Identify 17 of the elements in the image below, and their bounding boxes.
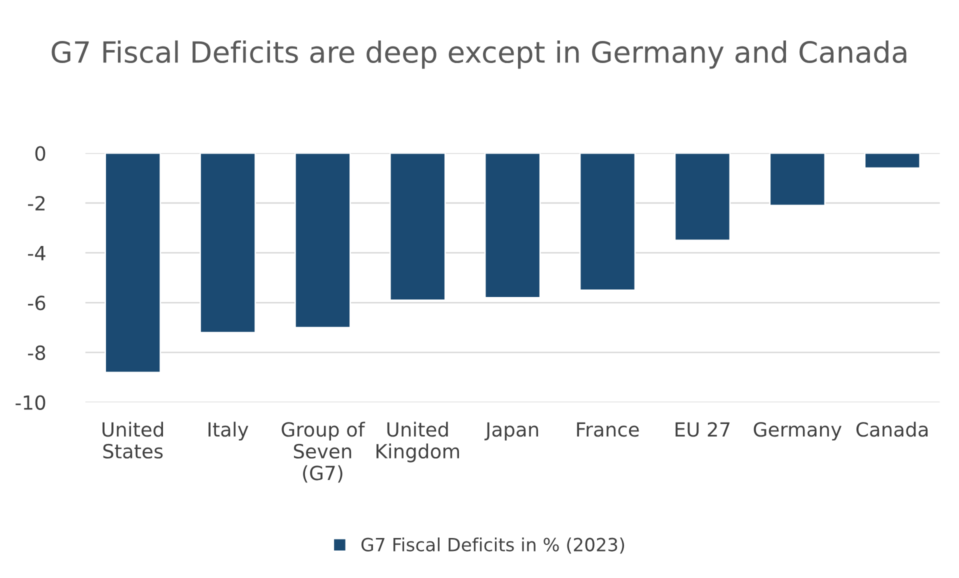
x-tick-label: France bbox=[577, 422, 639, 437]
x-tick-label: Canada bbox=[856, 422, 928, 437]
x-tick-label: United Kingdom bbox=[376, 422, 459, 462]
y-tick-label: 0 bbox=[35, 146, 46, 161]
x-tick-label: Japan bbox=[484, 422, 538, 441]
y-tick-label: -10 bbox=[16, 395, 46, 410]
y-tick-label: -2 bbox=[28, 196, 45, 210]
x-tick-label: Group of Seven (G7) bbox=[282, 422, 366, 483]
x-tick-label: Germany bbox=[754, 422, 842, 441]
chart-title: G7 Fiscal Deficits are deep except in Germany and Canada bbox=[52, 40, 906, 69]
legend-label: G7 Fiscal Deficits in % (2023) bbox=[361, 537, 624, 554]
y-tick-label: -4 bbox=[28, 246, 46, 260]
y-tick-label: -8 bbox=[28, 345, 46, 360]
x-tick-label: EU 27 bbox=[676, 422, 730, 437]
x-tick-label: United States bbox=[102, 422, 163, 459]
x-tick-label: Italy bbox=[208, 422, 248, 441]
y-tick-label: -6 bbox=[28, 296, 46, 310]
